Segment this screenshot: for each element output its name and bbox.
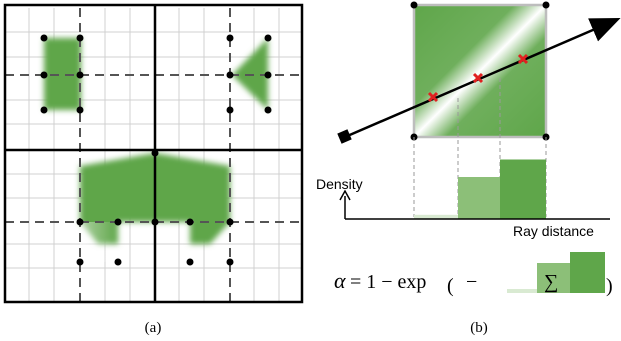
alpha-formula: α = 1 − exp ( − ∑ ) [334, 252, 613, 297]
density-bar-2 [458, 177, 500, 219]
sample-point-3-icon [517, 53, 529, 65]
sample-point-1-icon [427, 91, 439, 103]
grid-vertices [40, 34, 272, 266]
formula-minus: − [466, 271, 477, 293]
formula-sum: ∑ [544, 271, 558, 293]
panel-b: Density Ray distance α = 1 − exp ( − ∑ )… [316, 1, 621, 336]
voxel-cell [414, 5, 546, 137]
dashed-grid [5, 8, 302, 302]
formula-bar-1 [507, 289, 537, 293]
formula-bar-2 [537, 263, 570, 293]
formula-prefix: = 1 − exp [350, 271, 426, 293]
density-bar-1 [414, 214, 458, 219]
formula-alpha: α [334, 268, 346, 293]
formula-close-paren: ) [606, 275, 613, 297]
ray-distance-label: Ray distance [513, 223, 594, 239]
caption-a: (a) [145, 320, 162, 336]
panel-a: (a) [3, 3, 304, 336]
sample-point-2-icon [472, 72, 484, 84]
shape-rectangle [44, 38, 81, 110]
ray-origin-icon [337, 129, 352, 144]
formula-bar-3 [570, 252, 605, 293]
density-bar-3 [500, 159, 546, 219]
formula-open-paren: ( [447, 275, 454, 297]
caption-b: (b) [470, 320, 488, 336]
density-bars [414, 159, 546, 219]
sample-points [427, 53, 529, 103]
y-axis-arrow-icon [339, 189, 351, 201]
density-label: Density [316, 176, 363, 192]
